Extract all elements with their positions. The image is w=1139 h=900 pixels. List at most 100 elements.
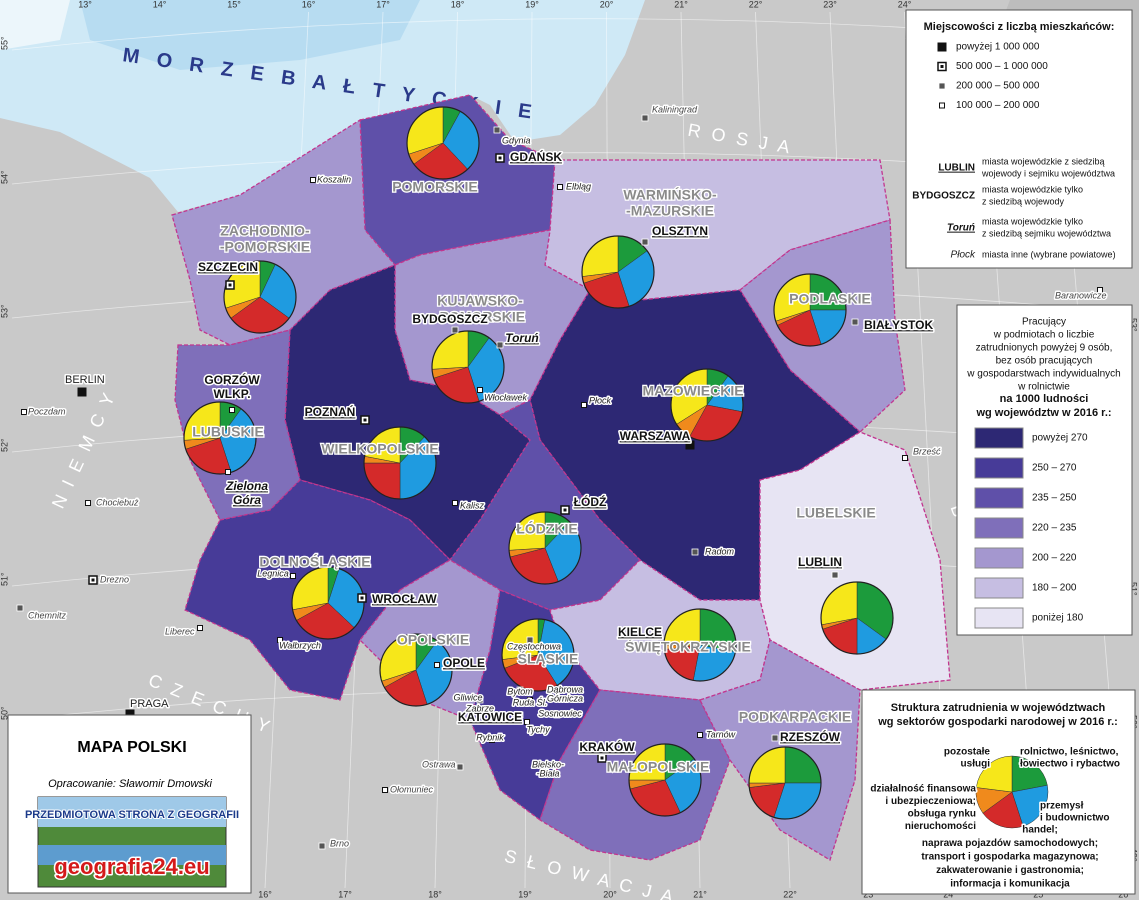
foreign-city-label: BERLIN <box>65 374 105 386</box>
voivodeship-label: WIELKOPOLSKIE <box>321 441 438 457</box>
legend-example: LUBLIN <box>938 163 975 174</box>
graticule-label: 21° <box>674 0 688 9</box>
graticule-label: 16° <box>302 0 316 9</box>
graticule-label: 22° <box>749 0 763 9</box>
city-symbol <box>938 82 946 90</box>
city-symbol-core <box>363 418 367 422</box>
graticule-label: 23° <box>823 0 837 9</box>
graticule-label: 53° <box>0 304 9 318</box>
legend-label: i budownictwo <box>1040 813 1109 824</box>
legend-pie-slice <box>982 791 1024 829</box>
pie-outline <box>581 235 655 309</box>
legend-title: w gospodarstwach indywidualnych <box>966 369 1120 380</box>
voivodeship-label: -MAZURSKIE <box>626 203 714 219</box>
city-symbol <box>451 326 459 334</box>
voivodeship-label: MAŁOPOLSKIE <box>607 759 710 775</box>
legend-title: w podmiotach o liczbie <box>993 330 1095 341</box>
legend-label: miasta wojewódzkie tylko <box>982 216 1083 226</box>
city-label: Radom <box>705 546 735 556</box>
city-label: KRAKÓW <box>579 739 635 754</box>
voivodeship-label: OPOLSKIE <box>397 632 469 648</box>
legend-label: transport i gospodarka magazynowa; <box>921 852 1098 863</box>
legend-pie-slice <box>1011 755 1048 793</box>
city-symbol <box>557 184 563 190</box>
graticule-label: 24° <box>898 0 912 9</box>
city-label: Tychy <box>526 724 550 734</box>
legend-swatch <box>974 457 1024 479</box>
legend-label: przemysł <box>1040 801 1084 812</box>
city-symbol <box>527 697 533 703</box>
city-symbol <box>21 409 27 415</box>
legend-population-box <box>905 9 1133 269</box>
legend-example: BYDGOSZCZ <box>912 191 975 202</box>
graticule-label: 22° <box>783 889 797 899</box>
legend-title: wg sektorów gospodarki narodowej w 2016 … <box>877 716 1118 728</box>
legend-label: 250 – 270 <box>1032 463 1077 474</box>
legend-label: miasta wojewódzkie z siedzibą <box>982 156 1105 166</box>
city-label: KATOWICE <box>458 710 522 724</box>
city-label: WARSZAWA <box>620 429 691 443</box>
foreign-city-label: Ostrawa <box>422 759 456 769</box>
city-symbol <box>277 637 283 643</box>
graticule-label: 19° <box>518 889 532 899</box>
city-symbol <box>547 687 553 693</box>
legend-label: pozostałe <box>944 747 991 758</box>
legend-title: zatrudnionych powyżej 9 osób, <box>976 343 1113 354</box>
legend-example: Płock <box>951 250 976 261</box>
city-label: POZNAŃ <box>305 404 356 419</box>
voivodeship-label: PODKARPACKIE <box>739 709 852 725</box>
graticule-label: 20° <box>600 0 614 9</box>
city-label: Ruda Śl. <box>513 696 548 707</box>
graticule-label: 14° <box>153 0 167 9</box>
pie-outline <box>508 511 582 585</box>
city-symbol <box>685 440 695 450</box>
city-label: Włocławek <box>484 392 528 402</box>
city-symbol <box>831 571 839 579</box>
city-label: OPOLE <box>443 656 485 670</box>
city-label: Górnicza <box>547 693 583 703</box>
city-label: -Biała <box>536 768 559 778</box>
city-label: GDAŃSK <box>510 149 562 164</box>
city-label: Gdynia <box>502 135 531 145</box>
legend-label: 235 – 250 <box>1032 493 1077 504</box>
graticule-label: 20° <box>603 889 617 899</box>
legend-label: z siedzibą sejmiku województwa <box>982 228 1111 238</box>
graticule-label: 54° <box>0 170 9 184</box>
logo-river <box>38 845 226 865</box>
legend-label: 200 – 220 <box>1032 553 1077 564</box>
legend-label: powyżej 1 000 000 <box>956 42 1040 53</box>
city-symbol <box>489 737 495 743</box>
city-symbol <box>125 709 135 719</box>
legend-label: 500 000 – 1 000 000 <box>956 61 1048 72</box>
legend-swatch <box>974 607 1024 629</box>
voivodeship-label: KUJAWSKO- <box>437 293 523 309</box>
legend-label: wojewody i sejmiku województwa <box>981 168 1115 178</box>
voivodeship-label: ŚLĄSKIE <box>518 650 579 667</box>
city-label: Góra <box>233 493 261 507</box>
city-symbol-core <box>360 596 364 600</box>
legend-label: poniżej 180 <box>1032 613 1084 624</box>
pie-outline <box>223 260 297 334</box>
city-label: Zabrze <box>465 703 494 713</box>
city-symbol <box>939 102 945 109</box>
city-symbol <box>553 711 561 719</box>
city-symbol <box>16 604 24 612</box>
city-symbol <box>1097 287 1103 293</box>
city-symbol <box>382 787 388 793</box>
graticule-label: 18° <box>428 889 442 899</box>
legend-label: powyżej 270 <box>1032 433 1088 444</box>
legend-example: Toruń <box>947 223 975 234</box>
city-label: Płock <box>589 395 612 405</box>
city-symbol <box>651 633 659 641</box>
legend-label: 100 000 – 200 000 <box>956 100 1040 111</box>
city-label: ŁÓDŹ <box>574 494 607 509</box>
voivodeship-label: PODLASKIE <box>789 291 871 307</box>
map-title: MAPA POLSKI <box>77 739 186 756</box>
city-label: Dąbrowa <box>547 684 583 694</box>
city-label: Gliwice <box>453 692 482 702</box>
city-symbol-core <box>600 756 604 760</box>
legend-label: usługi <box>961 759 991 770</box>
foreign-city-label: Ołomuniec <box>390 784 434 794</box>
city-label: BIAŁYSTOK <box>864 318 933 332</box>
city-label: Legnica <box>257 568 289 578</box>
